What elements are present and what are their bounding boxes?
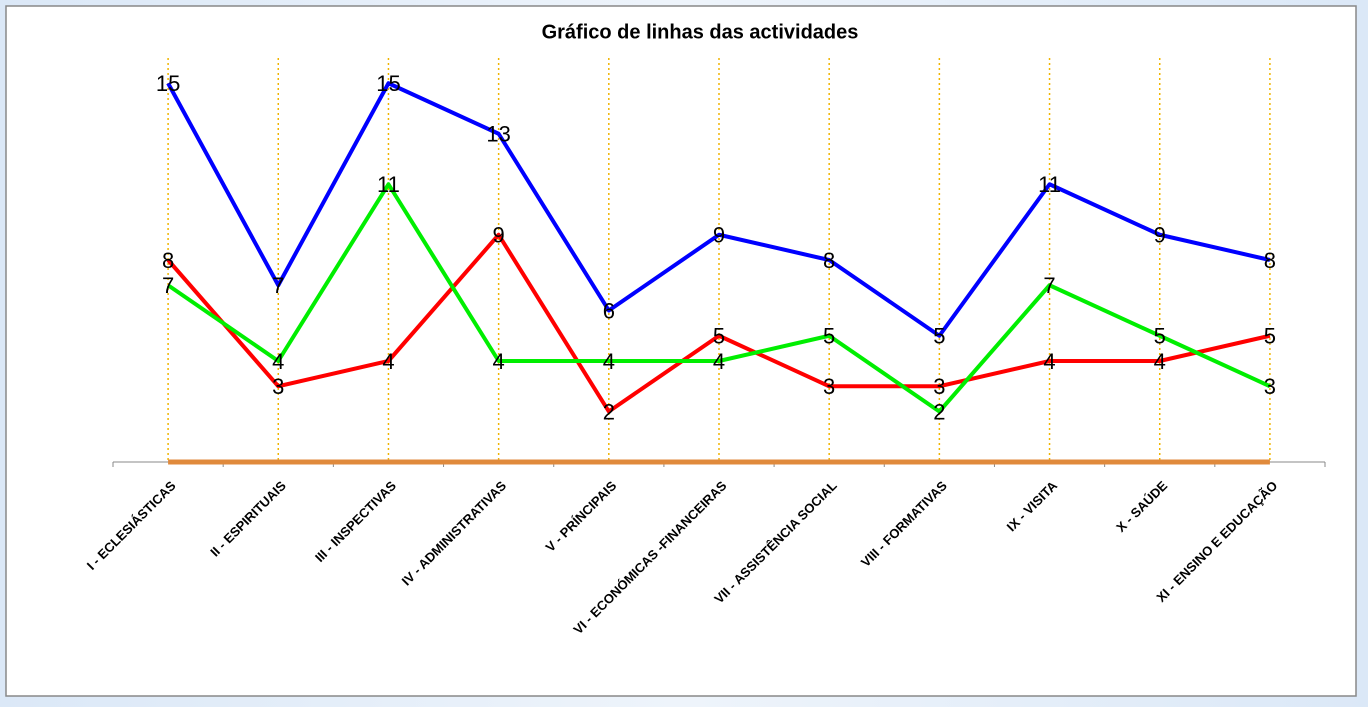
data-label: 5 <box>1264 324 1276 349</box>
data-label: 3 <box>1264 374 1276 399</box>
data-label: 2 <box>603 399 615 424</box>
data-label: 8 <box>162 248 174 273</box>
data-label: 5 <box>933 324 945 349</box>
data-label: 3 <box>272 374 284 399</box>
data-label: 5 <box>713 324 725 349</box>
data-label: 4 <box>1154 349 1166 374</box>
data-label: 6 <box>603 298 615 323</box>
data-label: 11 <box>1038 172 1061 197</box>
data-label: 13 <box>486 122 510 147</box>
data-label: 4 <box>272 349 284 374</box>
data-label: 7 <box>162 273 174 298</box>
chart-panel <box>5 5 1357 697</box>
data-label: 3 <box>933 374 945 399</box>
data-label: 4 <box>603 349 615 374</box>
data-label: 5 <box>1154 324 1166 349</box>
data-label: 5 <box>823 324 835 349</box>
data-label: 9 <box>493 223 505 248</box>
data-label: 2 <box>933 399 945 424</box>
chart-title: Gráfico de linhas das actividades <box>542 21 859 43</box>
data-label: 9 <box>1154 223 1166 248</box>
data-label: 15 <box>376 71 400 96</box>
data-label: 9 <box>713 223 725 248</box>
data-label: 4 <box>713 349 725 374</box>
data-label: 3 <box>823 374 835 399</box>
data-label: 4 <box>382 349 394 374</box>
data-label: 7 <box>1043 273 1055 298</box>
data-label: 11 <box>377 172 400 197</box>
data-label: 8 <box>823 248 835 273</box>
data-label: 7 <box>272 273 284 298</box>
series-line <box>166 81 1271 338</box>
data-label: 15 <box>156 71 180 96</box>
series-line <box>166 182 1271 414</box>
series-line <box>166 232 1271 414</box>
data-label: 4 <box>493 349 505 374</box>
data-label: 8 <box>1264 248 1276 273</box>
data-label: 4 <box>1043 349 1055 374</box>
